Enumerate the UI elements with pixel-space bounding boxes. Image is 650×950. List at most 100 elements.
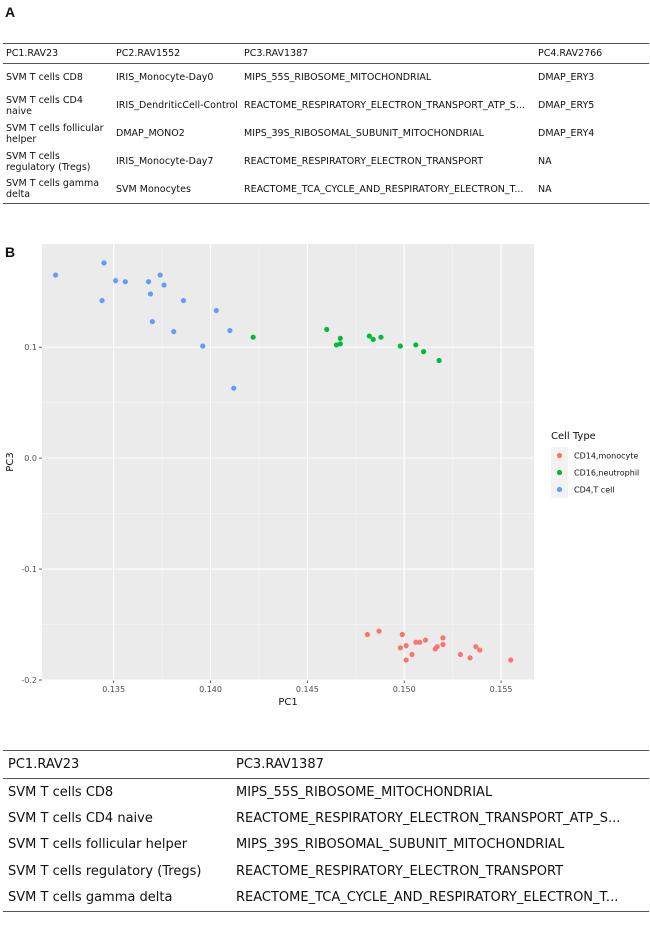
data-point xyxy=(213,307,219,314)
data-point xyxy=(467,655,473,661)
data-point xyxy=(113,278,119,284)
data-point xyxy=(403,657,409,663)
legend-title: Cell Type xyxy=(551,431,596,442)
data-point xyxy=(161,282,167,288)
data-point xyxy=(337,341,343,347)
table-cell: SVM T cells gamma delta xyxy=(3,884,231,912)
data-point xyxy=(200,343,206,349)
table-row: SVM T cells CD4 naive IRIS_DendriticCell… xyxy=(3,92,649,120)
data-point xyxy=(422,637,429,643)
data-point xyxy=(417,639,423,645)
data-point xyxy=(477,647,483,653)
table-cell: MIPS_55S_RIBOSOME_MITOCHONDRIAL xyxy=(236,784,493,800)
x-axis-title: PC1 xyxy=(278,697,297,708)
table-row: SVM T cells follicular helper DMAP_MONO2… xyxy=(3,120,649,148)
table-a: PC1.RAV23 PC2.RAV1552 PC3.RAV1387 PC4.RA… xyxy=(3,43,649,204)
table-row: SVM T cells follicular helper MIPS_39S_R… xyxy=(3,832,649,859)
table-cell: REACTOME_RESPIRATORY_ELECTRON_TRANSPORT_… xyxy=(236,810,621,826)
data-point xyxy=(399,631,405,638)
data-point xyxy=(324,326,330,333)
table-cell: SVM T cells follicular helper xyxy=(8,837,188,853)
data-point xyxy=(171,329,177,335)
table-cell: NA xyxy=(535,175,649,204)
x-tick-label: 0.135 xyxy=(102,685,125,694)
y-tick-label: -0.2 xyxy=(21,676,37,685)
panel-label-b: B xyxy=(5,244,16,260)
table-cell: SVM T cells follicular helper xyxy=(6,122,104,145)
data-point xyxy=(147,291,154,297)
scatter-chart: 0.135 0.140 0.145 0.150 0.155 -0.2 -0.1 0.0 0.1 P… xyxy=(5,244,639,708)
legend-label: CD4,T cell xyxy=(574,486,615,495)
data-point xyxy=(457,651,463,658)
data-point xyxy=(403,643,409,649)
legend-marker xyxy=(556,469,563,476)
table-cell: NA xyxy=(538,156,552,167)
data-point xyxy=(413,639,419,645)
data-point xyxy=(436,357,442,364)
data-point xyxy=(413,342,419,348)
data-point xyxy=(376,628,382,634)
data-point xyxy=(180,297,187,304)
table-cell: DMAP_ERY3 xyxy=(538,72,595,84)
table-cell: DMAP_ERY4 xyxy=(538,128,595,139)
data-point xyxy=(157,272,163,278)
data-point xyxy=(250,334,256,340)
legend-label: CD16,neutrophil xyxy=(574,469,639,478)
table-row: SVM T cells regulatory (Tregs) REACTOME_… xyxy=(3,858,649,885)
table-cell: IRIS_DendriticCell-Control xyxy=(116,100,238,111)
data-point xyxy=(364,631,371,638)
data-point xyxy=(101,260,107,266)
table-cell: REACTOME_TCA_CYCLE_AND_RESPIRATORY_ELECT… xyxy=(241,175,535,204)
table-cell: SVM Monocytes xyxy=(113,175,241,204)
data-point xyxy=(337,335,343,341)
data-point xyxy=(231,385,237,391)
y-tick-label: -0.1 xyxy=(21,565,37,574)
legend-marker xyxy=(556,486,563,493)
table-c-header-row: PC1.RAV23 PC3.RAV1387 xyxy=(3,750,649,779)
table-row: SVM T cells gamma delta SVM Monocytes RE… xyxy=(3,175,649,204)
table-cell: IRIS_Monocyte-Day0 xyxy=(116,72,214,84)
data-point xyxy=(420,349,427,355)
table-cell: SVM T cells CD8 xyxy=(8,784,114,800)
data-point xyxy=(52,272,59,278)
data-point xyxy=(227,327,233,334)
table-cell: SVM T cells regulatory (Tregs) xyxy=(8,863,202,879)
table-cell: IRIS_Monocyte-Day7 xyxy=(116,156,214,167)
y-tick-label: 0.1 xyxy=(24,343,37,352)
table-cell: DMAP_ERY5 xyxy=(538,100,595,111)
table-c-header-pc1: PC1.RAV23 xyxy=(3,750,231,779)
table-c: PC1.RAV23 PC3.RAV1387 SVM T cells CD8 MI… xyxy=(3,750,649,912)
x-tick-label: 0.140 xyxy=(199,685,222,694)
table-cell: DMAP_MONO2 xyxy=(116,128,185,139)
table-a-header-pc3: PC3.RAV1387 xyxy=(241,43,535,64)
table-cell: SVM T cells CD4 naive xyxy=(8,810,153,826)
table-cell: SVM T cells CD8 xyxy=(6,72,83,84)
table-row: SVM T cells CD4 naive REACTOME_RESPIRATO… xyxy=(3,805,649,832)
data-point xyxy=(473,644,479,650)
panel-label-a: A xyxy=(5,4,16,20)
data-point xyxy=(99,297,105,304)
plot-background xyxy=(42,244,534,680)
data-point xyxy=(366,333,372,339)
data-point xyxy=(434,644,440,650)
table-a-header-pc4: PC4.RAV2766 xyxy=(535,43,649,64)
legend-label: CD14,monocyte xyxy=(574,452,638,461)
table-cell: SVM T cells CD4 naive xyxy=(6,94,83,117)
x-tick-label: 0.145 xyxy=(296,685,319,694)
table-a-header-pc2: PC2.RAV1552 xyxy=(113,43,241,64)
table-c-header-pc3: PC3.RAV1387 xyxy=(231,750,649,779)
table-a-header-pc1: PC1.RAV23 xyxy=(3,43,113,64)
data-point xyxy=(397,645,403,651)
table-a-header-row: PC1.RAV23 PC2.RAV1552 PC3.RAV1387 PC4.RA… xyxy=(3,43,649,64)
table-row: SVM T cells CD8 MIPS_55S_RIBOSOME_MITOCH… xyxy=(3,779,649,806)
data-point xyxy=(508,657,514,663)
x-tick-label: 0.155 xyxy=(490,685,513,694)
data-point xyxy=(440,635,446,641)
data-point xyxy=(149,319,156,325)
data-point xyxy=(440,641,446,648)
table-cell: MIPS_39S_RIBOSOMAL_SUBUNIT_MITOCHONDRIAL xyxy=(244,128,484,139)
table-row: SVM T cells regulatory (Tregs) IRIS_Mono… xyxy=(3,148,649,176)
y-axis-title: PC3 xyxy=(5,452,16,471)
data-point xyxy=(409,651,415,658)
x-tick-label: 0.150 xyxy=(393,685,416,694)
